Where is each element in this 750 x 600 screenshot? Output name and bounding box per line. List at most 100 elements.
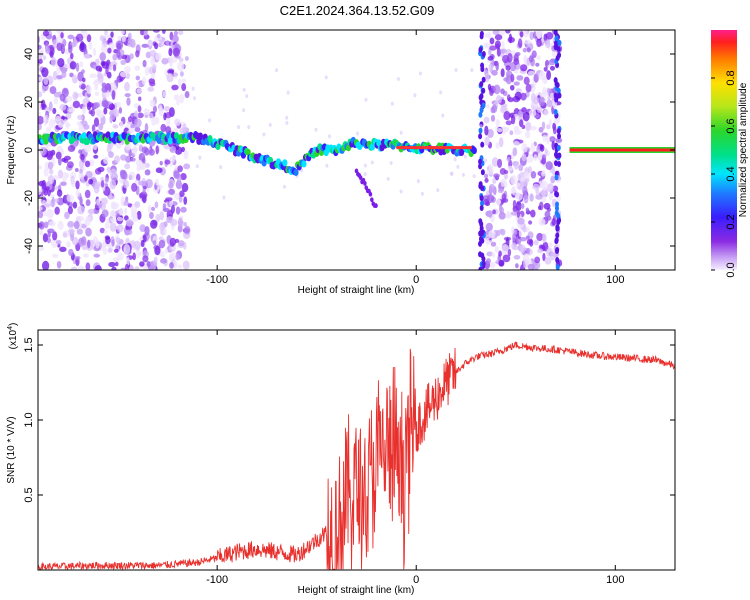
noise-blob [544, 256, 552, 265]
noise-blob [495, 119, 501, 126]
noise-blob [149, 49, 157, 57]
band-edge-blob [555, 224, 560, 231]
noise-blob [543, 109, 549, 116]
faint-blob [286, 90, 290, 95]
noise-blob [138, 192, 143, 199]
noise-blob [38, 146, 41, 153]
ridge-blob [369, 143, 376, 151]
noise-blob [46, 150, 54, 161]
noise-blob [60, 181, 67, 187]
faint-blob [413, 93, 417, 98]
noise-blob [523, 76, 530, 85]
noise-blob [498, 259, 505, 267]
colorbar-tick-label: 0.0 [725, 262, 737, 277]
noise-blob [541, 91, 549, 97]
noise-blob [51, 196, 55, 207]
noise-blob [70, 266, 78, 270]
noise-blob [495, 95, 502, 104]
noise-blob [492, 178, 497, 185]
noise-blob [119, 120, 124, 129]
noise-blob [491, 69, 498, 76]
noise-blob [181, 146, 186, 153]
band-edge-blob [555, 246, 560, 253]
noise-blob [510, 114, 516, 125]
band-edge-blob [556, 87, 561, 94]
noise-blob [88, 40, 93, 51]
faint-blob [324, 75, 328, 80]
noise-blob [543, 202, 551, 210]
band-edge-blob [481, 87, 486, 94]
noise-blob [110, 168, 117, 178]
noise-blob [487, 210, 493, 219]
noise-blob [177, 61, 185, 72]
noise-blob [549, 136, 556, 143]
noise-blob [139, 163, 147, 171]
band-edge-blob [479, 107, 484, 114]
noise-blob [101, 99, 109, 108]
ridge-blob [245, 148, 251, 156]
noise-blob [183, 163, 191, 170]
colorbar-tick-label: 0.4 [725, 166, 737, 181]
noise-blob [548, 59, 556, 66]
noise-blob [53, 118, 59, 124]
noise-blob [523, 55, 528, 62]
noise-blob [111, 239, 115, 247]
y-tick-label: 0.5 [23, 487, 35, 502]
band-edge-blob [553, 160, 558, 167]
noise-blob [522, 47, 527, 53]
noise-blob [165, 126, 172, 135]
noise-blob [503, 77, 510, 82]
noise-blob [511, 242, 517, 250]
noise-blob [120, 59, 127, 66]
noise-blob [491, 104, 498, 113]
y-tick-label: 0 [23, 147, 35, 153]
band-edge-blob [555, 191, 560, 198]
noise-blob [83, 253, 89, 258]
noise-blob [534, 256, 541, 264]
noise-blob [542, 134, 547, 142]
spectrogram-marks [38, 30, 675, 270]
noise-blob [66, 241, 71, 248]
noise-blob [88, 110, 93, 115]
noise-blob [134, 126, 141, 133]
noise-blob [180, 173, 187, 181]
noise-blob [107, 47, 112, 54]
ridge-core [396, 146, 472, 150]
noise-blob [163, 227, 167, 236]
noise-blob [541, 169, 546, 175]
noise-blob [494, 34, 503, 41]
noise-blob [94, 91, 100, 96]
noise-blob [129, 38, 136, 48]
noise-blob [41, 179, 47, 190]
noise-blob [135, 248, 141, 259]
noise-blob [522, 225, 527, 233]
noise-blob [108, 64, 113, 71]
noise-blob [136, 88, 142, 94]
noise-blob [170, 242, 175, 247]
noise-blob [141, 43, 149, 48]
noise-blob [103, 156, 109, 165]
noise-blob [523, 39, 532, 45]
noise-blob [164, 159, 171, 165]
ridge-blob [156, 136, 162, 145]
noise-blob [38, 245, 45, 251]
snr-y-ticks: 0.5 1.0 1.5 [23, 337, 675, 503]
band-edge-blob [481, 50, 486, 57]
noise-blob [487, 56, 494, 61]
y-tick-label: -20 [23, 190, 35, 206]
noise-blob [500, 48, 507, 54]
noise-blob [47, 161, 54, 170]
noise-blob [519, 180, 525, 188]
noise-blob [513, 141, 520, 146]
band-edge-blob [480, 200, 485, 207]
noise-blob [524, 178, 530, 183]
noise-blob [127, 116, 133, 123]
noise-blob [56, 75, 63, 80]
noise-blob [110, 31, 114, 38]
noise-blob [128, 127, 136, 134]
noise-blob [132, 145, 138, 156]
noise-blob [88, 178, 94, 185]
noise-blob [69, 171, 77, 181]
noise-blob [60, 32, 64, 39]
noise-blob [537, 152, 543, 162]
